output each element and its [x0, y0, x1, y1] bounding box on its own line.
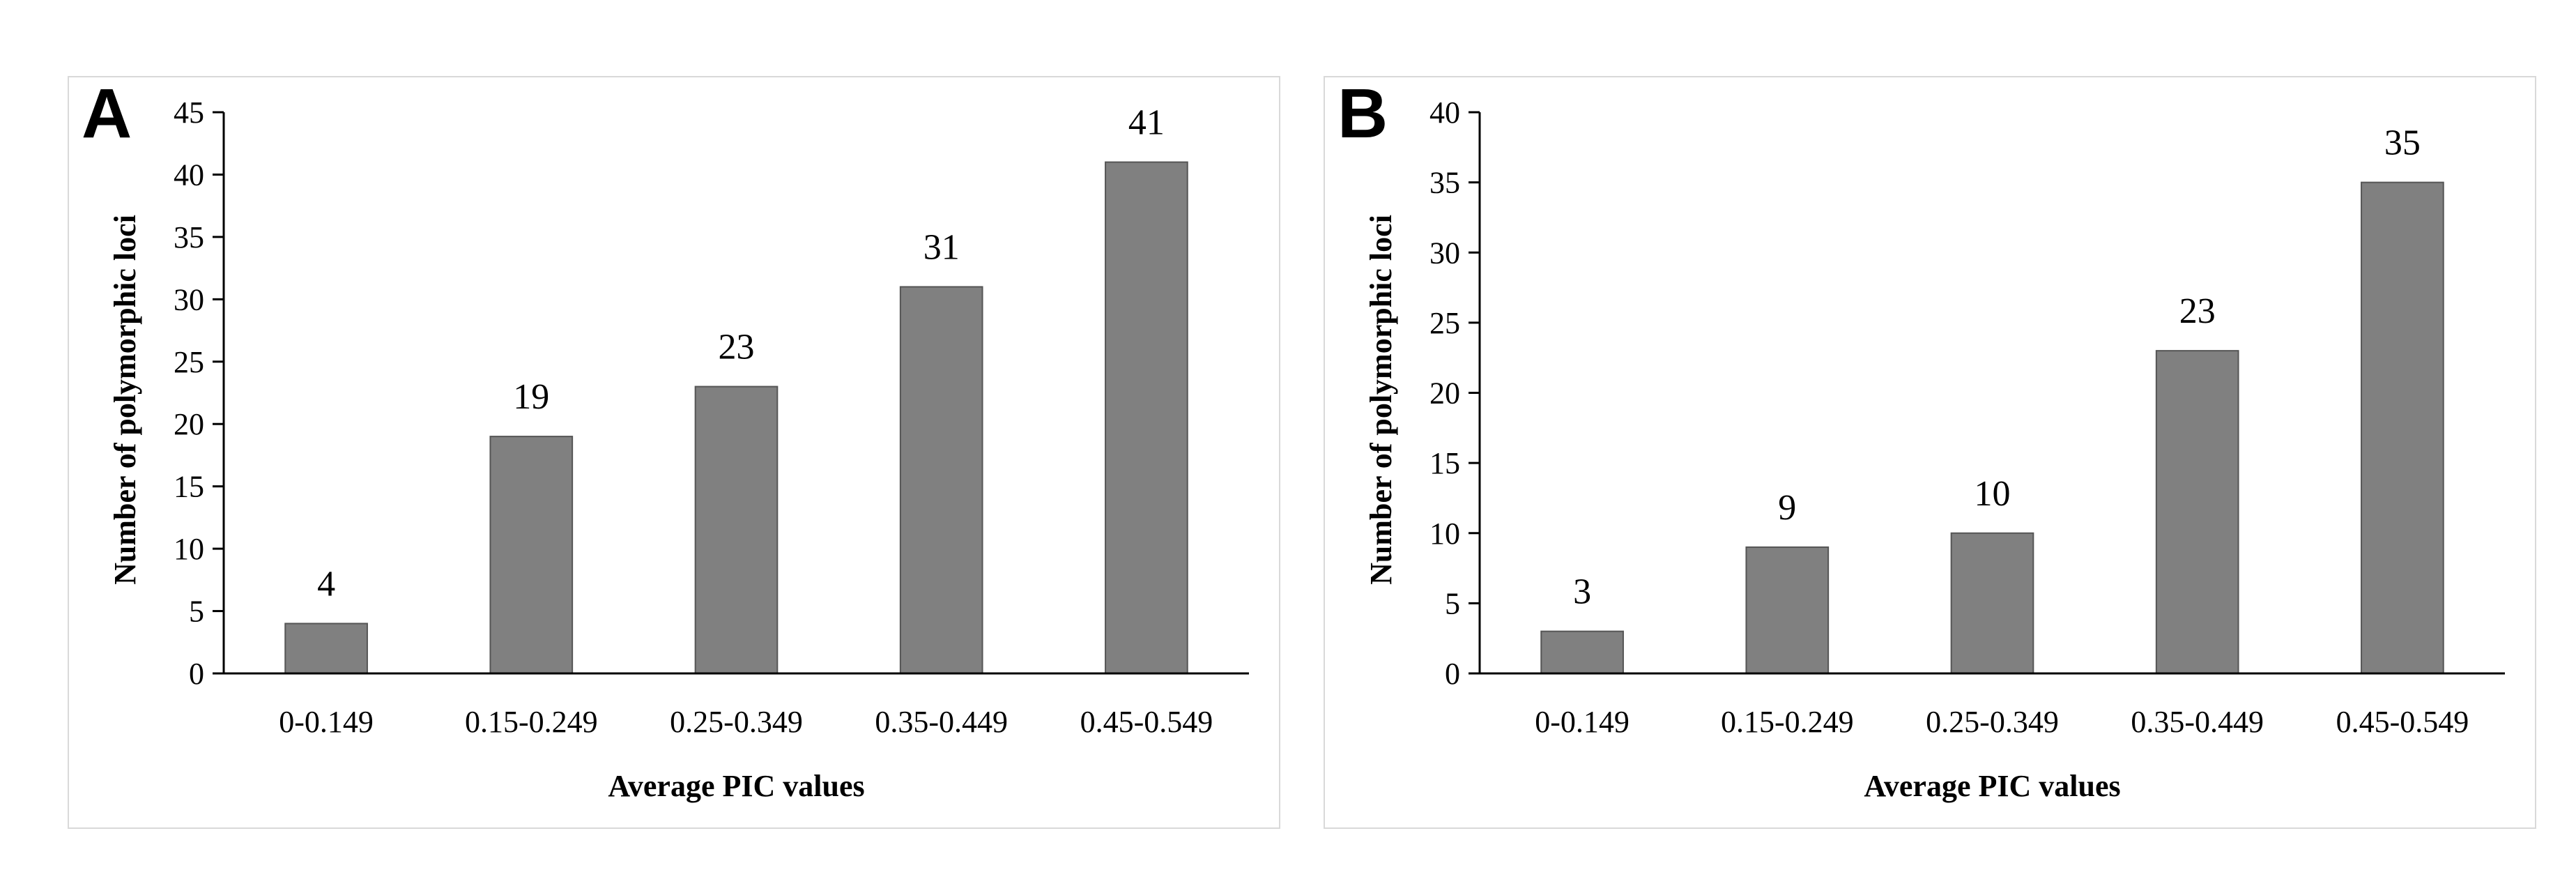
bar-2	[489, 436, 574, 674]
data-label-5: 41	[1128, 103, 1165, 143]
bar-4	[899, 286, 983, 674]
y-tick-label: 5	[189, 595, 204, 629]
bar-4	[2155, 350, 2239, 674]
x-tick-label-4: 0.35-0.449	[875, 705, 1008, 739]
x-tick-label-1: 0-0.149	[1535, 705, 1630, 739]
x-axis-title: Average PIC values	[608, 769, 864, 803]
y-tick-label: 20	[1429, 376, 1460, 411]
x-tick-label-2: 0.15-0.249	[1721, 705, 1854, 739]
y-tick-label: 15	[1429, 446, 1460, 480]
data-label-2: 9	[1778, 488, 1796, 528]
y-tick-label: 15	[174, 470, 204, 504]
data-label-4: 23	[2179, 291, 2216, 331]
y-axis-title: Number of polymorphic loci	[1364, 215, 1398, 585]
y-axis-title: Number of polymorphic loci	[108, 215, 142, 585]
y-tick-label: 10	[174, 532, 204, 566]
x-tick-label-2: 0.15-0.249	[465, 705, 598, 739]
chart-panel-b: B 0 5 10 15 20 25 30 35 40 3 0-0.149 9 0.15-0.249 10 0.…	[1324, 75, 2536, 829]
bar-3	[1950, 532, 2034, 674]
bar-chart-b: B 0 5 10 15 20 25 30 35 40 3 0-0.149 9 0.15-0.249 10 0.…	[1337, 75, 2505, 803]
x-tick-label-4: 0.35-0.449	[2131, 705, 2264, 739]
x-tick-label-5: 0.45-0.549	[1080, 705, 1213, 739]
data-label-2: 19	[513, 377, 549, 417]
data-label-3: 10	[1975, 474, 2011, 514]
x-tick-label-5: 0.45-0.549	[2336, 705, 2469, 739]
bar-chart-a: A 0 5 10 15 20 25 30 35 40 45 4 0-0.149 19 0.15-0.249 2…	[82, 75, 1249, 803]
y-tick-label: 10	[1429, 517, 1460, 551]
data-label-4: 31	[923, 227, 960, 267]
data-label-3: 23	[719, 328, 755, 367]
y-tick-label: 0	[189, 657, 204, 691]
y-tick-label: 25	[1429, 306, 1460, 340]
bar-1	[284, 623, 368, 675]
bar-5	[2361, 181, 2444, 674]
bar-1	[1540, 630, 1624, 674]
data-label-1: 3	[1573, 572, 1591, 612]
x-tick-label-3: 0.25-0.349	[1926, 705, 2059, 739]
x-axis-title: Average PIC values	[1864, 769, 2120, 803]
x-tick-label-3: 0.25-0.349	[670, 705, 803, 739]
y-tick-label: 45	[174, 96, 204, 130]
y-tick-label: 5	[1445, 586, 1460, 620]
y-tick-label: 35	[174, 220, 204, 254]
bar-2	[1745, 546, 1830, 674]
y-tick-label: 35	[1429, 166, 1460, 200]
bar-5	[1105, 161, 1188, 675]
y-tick-label: 40	[174, 158, 204, 192]
x-tick-label-1: 0-0.149	[279, 705, 374, 739]
y-tick-label: 25	[174, 345, 204, 379]
y-tick-label: 30	[1429, 236, 1460, 270]
panel-letter-b: B	[1337, 75, 1388, 153]
y-tick-label: 0	[1445, 657, 1460, 691]
panel-letter-a: A	[82, 75, 132, 153]
y-tick-label: 30	[174, 282, 204, 316]
data-label-1: 4	[317, 564, 335, 604]
y-tick-label: 20	[174, 407, 204, 441]
y-tick-label: 40	[1429, 96, 1460, 130]
bar-3	[694, 386, 779, 674]
chart-panel-a: A 0 5 10 15 20 25 30 35 40 45 4 0-0.149 19 0.15-0.249 2…	[68, 75, 1280, 829]
data-label-5: 35	[2384, 123, 2421, 163]
